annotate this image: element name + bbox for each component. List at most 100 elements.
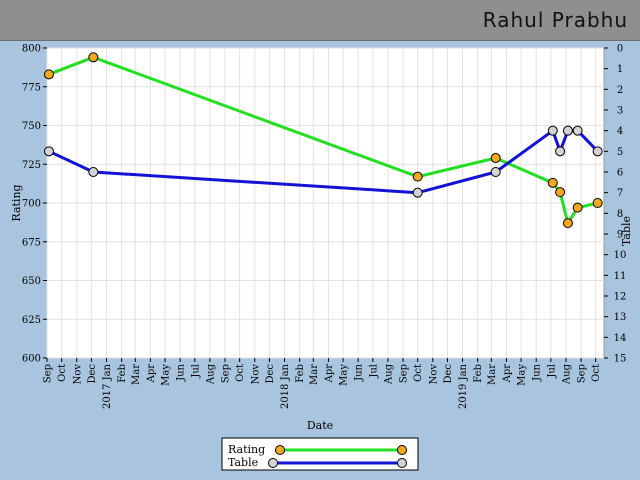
x-tick-label: Mar (309, 364, 320, 385)
y-tick-label: 800 (22, 44, 41, 55)
x-tick-label: Sep (43, 364, 54, 383)
player-name: Rahul Prabhu (482, 8, 628, 32)
x-tick-label: Dec (87, 364, 98, 384)
rating-point (547, 177, 558, 188)
y-tick-label: 775 (22, 82, 41, 93)
x-tick-label: May (339, 364, 350, 386)
y2-tick-label: 6 (617, 168, 623, 179)
y2-tick-label: 8 (617, 209, 623, 220)
y-axis-label: Rating (10, 184, 23, 221)
rating-point (490, 153, 501, 164)
legend-marker-table-left (268, 458, 278, 468)
table-point (412, 187, 423, 198)
x-tick-label: Dec (443, 364, 454, 384)
x-tick-label: 2019 Jan (458, 363, 469, 409)
rating-point (572, 202, 583, 213)
x-tick-label: Mar (131, 364, 142, 385)
y2-axis-label: Table (620, 216, 633, 246)
x-tick-label: Aug (383, 363, 394, 385)
table-point (490, 167, 501, 177)
table-point (88, 167, 99, 177)
x-tick-label: Nov (428, 364, 439, 385)
x-tick-label: Aug (205, 363, 216, 385)
x-tick-label: 2017 Jan (102, 363, 113, 409)
x-axis-label: Date (307, 419, 333, 432)
legend: Rating Table (221, 437, 419, 471)
x-tick-label: Jul (546, 364, 557, 379)
y-tick-label: 750 (22, 121, 41, 132)
x-tick-label: Jul (368, 364, 379, 379)
y2-tick-label: 13 (614, 312, 627, 323)
y-tick-label: 650 (22, 276, 41, 287)
x-tick-label: Oct (591, 364, 602, 382)
y-tick-label: 725 (22, 160, 41, 171)
table-point (555, 146, 566, 157)
x-tick-label: Mar (487, 364, 498, 385)
rating-point (88, 52, 99, 63)
x-tick-label: Nov (250, 364, 261, 385)
x-tick-label: Sep (399, 364, 410, 383)
x-tick-label: Jun (532, 363, 543, 381)
legend-marker-table-right (397, 458, 407, 468)
table-point (43, 146, 54, 157)
legend-marker-rating-left (275, 445, 285, 455)
y2-tick-label: 7 (617, 188, 623, 199)
table-point (562, 125, 573, 136)
x-tick-label: Apr (324, 364, 335, 384)
y2-tick-label: 12 (614, 292, 627, 303)
x-tick-label: Oct (57, 364, 68, 382)
series-markers (43, 52, 603, 229)
x-tick-label: Feb (117, 364, 128, 383)
y2-tick-label: 14 (614, 333, 627, 344)
x-tick-label: Jul (190, 364, 201, 379)
rating-point (43, 69, 54, 80)
x-tick-label: 2018 Jan (280, 363, 291, 409)
y-tick-label: 600 (22, 354, 41, 365)
legend-label-rating: Rating (228, 443, 265, 456)
header-bar: Rahul Prabhu (0, 0, 640, 41)
legend-box (221, 437, 419, 471)
x-tick-label: Jun (354, 363, 365, 381)
x-tick-label: Jun (176, 363, 187, 381)
y2-tick-label: 3 (617, 106, 623, 117)
y2-tick-label: 11 (614, 271, 627, 282)
table-point (592, 146, 603, 157)
x-axis-ticks: Sep Oct Nov Dec 2017 Jan Feb Mar Apr May Jun Jul Au… (43, 358, 602, 409)
grid (46, 47, 604, 359)
y2-tick-label: 0 (617, 44, 623, 55)
rating-point (592, 198, 603, 208)
y-tick-label: 625 (22, 315, 41, 326)
y2-tick-label: 10 (614, 250, 627, 261)
legend-marker-rating-right (397, 445, 407, 455)
x-tick-label: Apr (502, 364, 513, 384)
y2-tick-label: 5 (617, 147, 623, 158)
rating-point (555, 187, 566, 198)
x-tick-label: May (517, 364, 528, 386)
legend-label-table: Table (228, 456, 258, 469)
x-tick-label: Feb (295, 364, 306, 383)
x-tick-label: Apr (146, 364, 157, 384)
x-tick-label: Aug (561, 363, 572, 385)
x-tick-label: Nov (72, 364, 83, 385)
x-tick-label: Sep (577, 364, 588, 383)
table-point (572, 125, 583, 136)
y2-tick-label: 2 (617, 85, 623, 96)
y2-tick-label: 9 (617, 230, 623, 241)
rating-point (412, 171, 423, 182)
x-tick-label: Oct (235, 364, 246, 382)
x-tick-label: May (161, 364, 172, 386)
x-tick-label: Dec (265, 364, 276, 384)
y2-tick-label: 1 (617, 64, 623, 75)
table-point (547, 125, 558, 136)
y2-tick-label: 4 (617, 126, 623, 137)
y-axis-ticks: 600 625 650 675 700 725 750 775 800 (22, 44, 47, 365)
y2-tick-label: 15 (614, 354, 627, 365)
y-tick-label: 675 (22, 237, 41, 248)
y-tick-label: 700 (22, 199, 41, 210)
x-tick-label: Sep (221, 364, 232, 383)
x-tick-label: Oct (413, 364, 424, 382)
rating-point (562, 218, 573, 229)
x-tick-label: Feb (473, 364, 484, 383)
